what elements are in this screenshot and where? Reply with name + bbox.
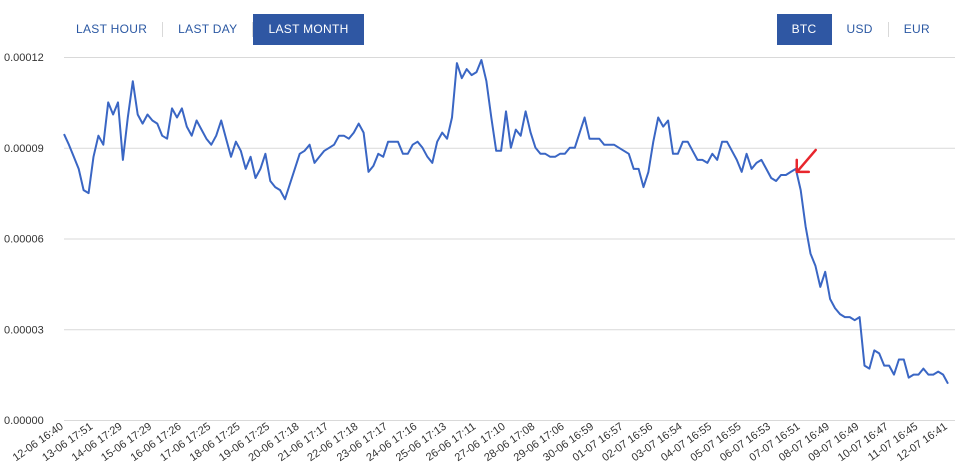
tab-last-month[interactable]: LAST MONTH: [253, 14, 364, 45]
time-range-tabs: LAST HOUR LAST DAY LAST MONTH: [61, 14, 364, 45]
tab-last-day[interactable]: LAST DAY: [178, 22, 238, 36]
tab-usd[interactable]: USD: [846, 22, 873, 36]
y-axis-labels: 0.00000 0.00003 0.00006 0.00009 0.00012: [4, 52, 44, 427]
tab-last-hour[interactable]: LAST HOUR: [76, 22, 148, 36]
y-tick-label: 0.00012: [4, 52, 44, 64]
tab-divider: [887, 22, 889, 37]
tab-divider: [252, 22, 254, 37]
y-tick-label: 0.00009: [4, 143, 44, 155]
tab-divider: [162, 22, 164, 37]
tab-btc[interactable]: BTC: [776, 14, 832, 45]
currency-tabs: BTC USD EUR: [776, 14, 945, 45]
annotation-layer: [795, 148, 818, 174]
y-tick-label: 0.00000: [4, 415, 44, 427]
y-tick-label: 0.00003: [4, 324, 44, 336]
tab-eur[interactable]: EUR: [903, 22, 930, 36]
series-line: [63, 59, 949, 385]
series-layer: [63, 59, 949, 385]
y-tick-label: 0.00006: [4, 234, 44, 246]
annotation-arrow: [795, 148, 818, 174]
grid-lines: [64, 57, 955, 421]
